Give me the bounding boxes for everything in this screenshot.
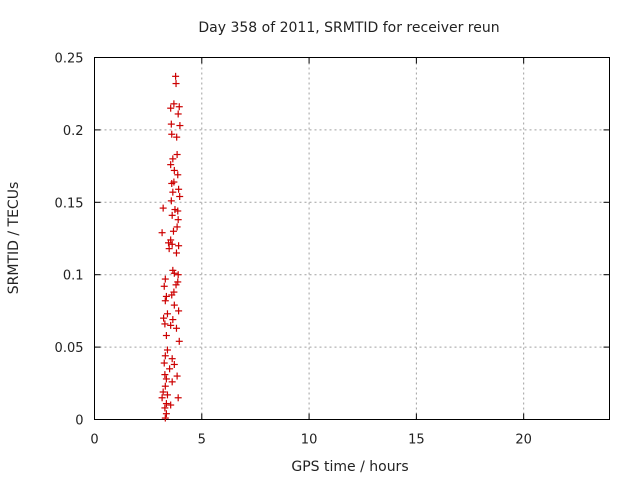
data-point <box>168 240 176 248</box>
data-point <box>174 207 182 215</box>
data-point <box>167 401 175 409</box>
data-point <box>160 359 168 367</box>
data-point <box>175 307 183 315</box>
data-point <box>169 188 177 196</box>
data-point <box>167 104 175 112</box>
data-point <box>161 382 169 390</box>
data-point <box>161 352 169 360</box>
axis-ticks: 0 5 10 15 20 0 0.05 0.1 0.15 0.2 0.25 <box>55 52 610 448</box>
data-point <box>168 130 176 138</box>
data-point <box>170 360 178 368</box>
data-point <box>176 122 184 130</box>
y-tick-label: 0.15 <box>55 196 84 211</box>
data-point <box>174 110 182 118</box>
chart-title: Day 358 of 2011, SRMTID for receiver reu… <box>198 20 499 36</box>
data-point <box>176 193 184 201</box>
data-point <box>172 249 180 257</box>
data-point <box>162 292 170 300</box>
data-point <box>173 372 181 380</box>
data-point <box>172 80 180 88</box>
data-point <box>161 297 169 305</box>
data-point <box>175 185 183 193</box>
data-point <box>165 239 173 247</box>
x-tick-label: 0 <box>90 433 98 448</box>
data-point <box>162 375 170 383</box>
data-point <box>161 404 169 412</box>
data-point <box>172 72 180 80</box>
x-tick-label: 15 <box>408 433 425 448</box>
data-point <box>174 271 182 279</box>
y-axis-label: SRMTID / TECUs <box>6 182 22 295</box>
data-point <box>160 314 168 322</box>
data-point <box>169 155 177 163</box>
data-point <box>162 400 170 408</box>
data-point <box>168 355 176 363</box>
x-tick-label: 5 <box>198 433 206 448</box>
data-point <box>161 320 169 328</box>
data-point <box>175 103 183 111</box>
data-point <box>158 229 166 237</box>
data-point <box>161 371 169 379</box>
x-axis-label: GPS time / hours <box>291 459 408 475</box>
y-tick-label: 0 <box>75 414 83 429</box>
y-tick-label: 0.1 <box>63 269 84 284</box>
data-point <box>174 216 182 224</box>
data-point <box>163 310 171 318</box>
data-point <box>173 151 181 159</box>
data-point <box>170 301 178 309</box>
data-point <box>169 227 177 235</box>
data-point <box>173 133 181 141</box>
data-point <box>167 161 175 169</box>
data-point <box>168 211 176 219</box>
data-points <box>158 72 184 422</box>
x-tick-label: 20 <box>515 433 532 448</box>
grid-lines <box>94 57 610 420</box>
data-point <box>166 365 174 373</box>
data-point <box>169 316 177 324</box>
data-point <box>168 291 176 299</box>
plot-frame <box>94 57 610 420</box>
y-tick-label: 0.25 <box>55 52 84 67</box>
data-point <box>167 321 175 329</box>
data-point <box>161 414 169 422</box>
data-point <box>160 282 168 290</box>
data-point <box>175 242 183 250</box>
data-point <box>165 245 173 253</box>
data-point <box>174 171 182 179</box>
data-point <box>173 223 181 231</box>
data-point <box>172 324 180 332</box>
data-point <box>161 275 169 283</box>
data-point <box>158 394 166 402</box>
data-point <box>162 410 170 418</box>
data-point <box>175 337 183 345</box>
data-point <box>170 269 178 277</box>
data-point <box>172 281 180 289</box>
data-point <box>170 178 178 186</box>
data-point <box>167 197 175 205</box>
data-point <box>170 166 178 174</box>
data-point <box>167 120 175 128</box>
data-point <box>174 394 182 402</box>
data-point <box>168 378 176 386</box>
y-tick-label: 0.2 <box>63 124 84 139</box>
data-point <box>170 100 178 108</box>
data-point <box>163 391 171 399</box>
data-point <box>159 388 167 396</box>
y-tick-label: 0.05 <box>55 341 84 356</box>
data-point <box>159 204 167 212</box>
data-point <box>163 346 171 354</box>
data-point <box>162 332 170 340</box>
x-tick-label: 10 <box>301 433 318 448</box>
